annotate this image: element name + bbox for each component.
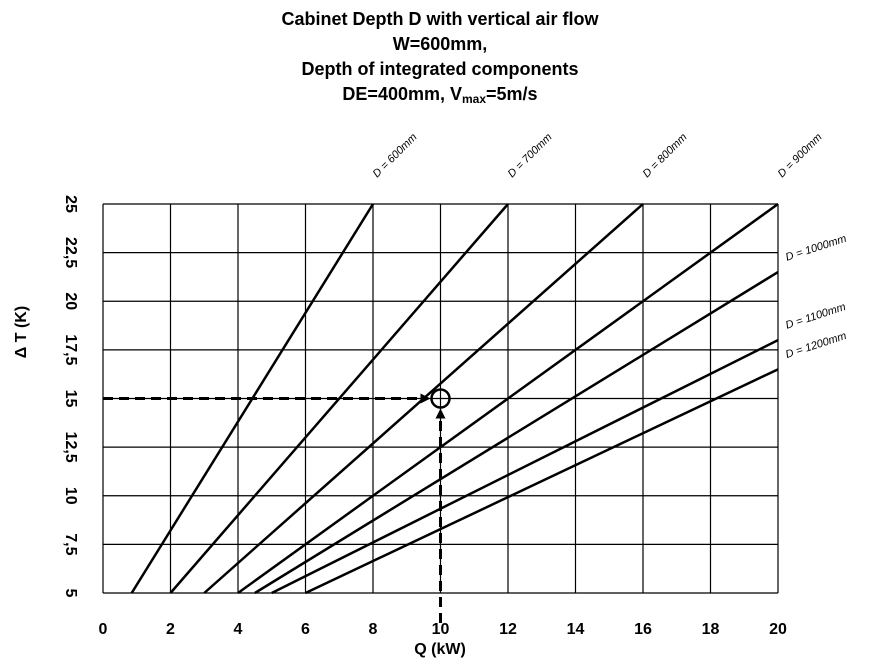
- marker-circle: [430, 388, 451, 409]
- y-tick-label: 20: [62, 292, 79, 310]
- y-axis-label: Δ T (K): [13, 306, 30, 358]
- series-label: D = 600mm: [371, 131, 420, 180]
- x-tick-label: 0: [99, 621, 108, 638]
- title-part: DE=400mm, V: [342, 84, 462, 104]
- chart-title: Depth of integrated components: [301, 59, 578, 79]
- x-tick-label: 12: [499, 621, 517, 638]
- title-subscript: max: [462, 92, 486, 106]
- x-tick-label: 2: [166, 621, 175, 638]
- series-label: D = 1200mm: [784, 330, 848, 361]
- series-label: D = 1100mm: [784, 301, 847, 332]
- y-tick-label: 5: [62, 589, 79, 598]
- line: [304, 368, 779, 595]
- line: [169, 203, 509, 594]
- x-tick-label: 10: [432, 621, 450, 638]
- y-tick-label: 10: [62, 487, 79, 505]
- y-tick-label: 22,5: [62, 237, 79, 268]
- x-tick-label: 14: [567, 621, 585, 638]
- title-part: =5m/s: [486, 84, 538, 104]
- x-tick-label: 20: [769, 621, 787, 638]
- y-tick-label: 12,5: [62, 432, 79, 463]
- y-tick-label: 15: [62, 390, 79, 408]
- chart-title: Cabinet Depth D with vertical air flow: [281, 9, 599, 29]
- arrow-head: [435, 408, 446, 419]
- line: [271, 339, 779, 595]
- arrow-head: [420, 393, 431, 404]
- y-tick-label: 25: [62, 195, 79, 213]
- x-tick-label: 18: [702, 621, 720, 638]
- line: [254, 271, 779, 595]
- line: [237, 202, 779, 595]
- series-label: D = 1000mm: [784, 233, 848, 264]
- x-tick-label: 16: [634, 621, 652, 638]
- y-tick-label: 17,5: [62, 334, 79, 365]
- x-tick-label: 6: [301, 621, 310, 638]
- series-label: D = 700mm: [506, 131, 555, 180]
- series-label: D = 900mm: [776, 131, 825, 180]
- y-tick-label: 7,5: [62, 533, 79, 555]
- chart-title: W=600mm,: [393, 34, 488, 54]
- x-axis-label: Q (kW): [414, 641, 466, 658]
- series-label: D = 800mm: [641, 131, 690, 180]
- x-tick-label: 8: [369, 621, 378, 638]
- chart-title: DE=400mm, Vmax=5m/s: [342, 84, 537, 106]
- x-tick-label: 4: [234, 621, 243, 638]
